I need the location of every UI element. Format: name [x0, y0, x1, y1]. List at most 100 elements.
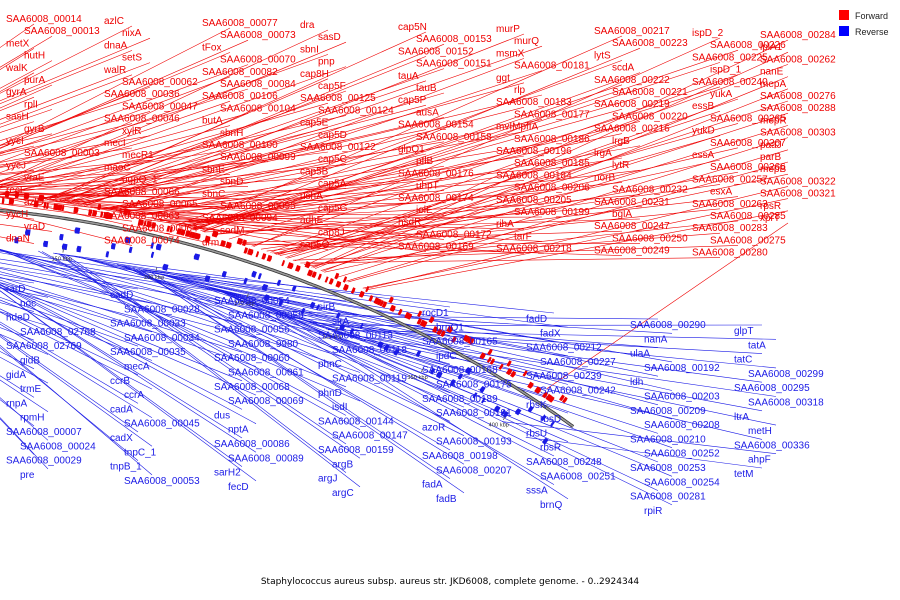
reverse-label-connector — [142, 269, 555, 314]
forward-label-connector — [184, 133, 623, 228]
forward-gene-arrow — [287, 262, 294, 270]
forward-gene-label: cap5F — [318, 81, 346, 92]
reverse-gene-label: isdI — [332, 402, 348, 413]
forward-gene-arrow — [1, 197, 5, 204]
reverse-label-connector — [0, 308, 139, 376]
forward-label-connector — [285, 98, 739, 258]
forward-gene-label: SAA6008_00218 — [496, 244, 572, 255]
reverse-gene-label: SAA6008_00147 — [332, 431, 408, 442]
reverse-gene-arrow — [393, 349, 400, 356]
forward-gene-arrow — [527, 381, 534, 389]
reverse-gene-label: metH — [748, 426, 772, 437]
forward-gene-label: SAA6008_00262 — [760, 54, 836, 65]
forward-gene-arrow — [342, 283, 349, 291]
forward-gene-label: SAA6008_00186 — [514, 134, 590, 145]
backbone-arc-inner — [0, 209, 574, 428]
reverse-gene-label: SAA6008_00299 — [748, 369, 824, 380]
reverse-gene-arrow — [128, 246, 133, 254]
forward-label-connector — [0, 39, 249, 149]
forward-label-connector — [311, 112, 789, 268]
reverse-gene-label: rbsU — [526, 428, 547, 439]
reverse-label-connector — [225, 292, 673, 448]
forward-gene-arrow — [57, 204, 63, 211]
reverse-gene-label: trmE — [20, 384, 41, 395]
forward-gene-arrow — [180, 229, 186, 236]
reverse-gene-label: tetM — [734, 469, 753, 480]
reverse-gene-label: SAA6008_00189 — [422, 394, 498, 405]
forward-gene-label: SAA6008_00094 — [202, 213, 278, 224]
forward-gene-arrow — [304, 261, 311, 269]
reverse-gene-label: SAA6008_00055 — [228, 310, 304, 321]
reverse-gene-label: SAA6008_00227 — [540, 357, 616, 368]
forward-label-connector — [0, 50, 133, 105]
forward-gene-label: paaJ — [760, 140, 782, 151]
forward-gene-label: SAA6008_00174 — [398, 193, 474, 204]
reverse-gene-label: SAA6008_00252 — [644, 449, 720, 460]
reverse-gene-label: SAA6008_00242 — [540, 386, 616, 397]
forward-gene-arrow — [169, 226, 173, 233]
reverse-gene-arrow — [335, 312, 341, 319]
reverse-label-connector — [53, 252, 465, 322]
forward-gene-arrow — [559, 394, 565, 402]
forward-gene-arrow — [191, 231, 196, 239]
reverse-gene-label: cadX — [110, 433, 133, 444]
forward-label-connector — [314, 76, 789, 269]
reverse-gene-arrow — [261, 283, 269, 292]
reverse-gene-label: sarH2 — [214, 468, 241, 479]
forward-gene-label: SAA6008_00280 — [692, 248, 768, 259]
genome-backbone — [0, 208, 575, 428]
forward-gene-label: lytS — [594, 50, 611, 61]
forward-gene-label: msmX — [496, 48, 525, 59]
forward-gene-label: SAA6008_00250 — [612, 233, 688, 244]
forward-gene-label: SAA6008_00285 — [710, 211, 786, 222]
reverse-gene-label: SAA6008_00069 — [228, 396, 304, 407]
reverse-gene-label: SAA6008_00089 — [228, 453, 304, 464]
reverse-gene-arrow — [156, 243, 162, 251]
forward-gene-arrow — [451, 336, 457, 343]
forward-label-connector — [0, 64, 249, 155]
reverse-label-connector — [0, 290, 257, 482]
forward-gene-label: murP — [496, 24, 520, 35]
forward-label-connector — [0, 25, 133, 94]
forward-label-connector — [546, 222, 789, 390]
forward-gene-label: rihA — [496, 219, 514, 230]
forward-label-connector — [300, 257, 721, 264]
forward-gene-arrow — [389, 304, 396, 312]
reverse-label-connector — [310, 322, 777, 369]
forward-gene-arrow — [73, 206, 79, 214]
forward-label-connector — [307, 220, 739, 267]
reverse-gene-arrow — [76, 245, 82, 253]
forward-gene-label: cap5O — [300, 240, 330, 251]
reverse-gene-arrow — [481, 397, 486, 404]
forward-gene-label: tauA — [398, 71, 419, 82]
forward-gene-label: SAA6008_00322 — [760, 176, 836, 187]
forward-gene-arrow — [381, 301, 388, 308]
reverse-gene-arrow — [257, 273, 262, 280]
forward-gene-label: metX — [6, 38, 30, 49]
forward-gene-label: mecR1 — [122, 150, 154, 161]
reverse-label-connector — [58, 253, 361, 488]
reverse-label-connector — [0, 274, 153, 304]
forward-gene-arrow — [220, 240, 226, 247]
reverse-gene-label: gidB — [20, 356, 40, 367]
reverse-label-connector — [0, 290, 243, 467]
forward-gene-label: SAA6008_00247 — [594, 221, 670, 232]
forward-gene-arrow — [404, 311, 410, 319]
reverse-label-connector — [0, 311, 153, 390]
reverse-gene-label: SAA6008_00318 — [748, 398, 824, 409]
reverse-label-connector — [0, 287, 153, 333]
reverse-gene-arrow — [527, 405, 534, 413]
forward-gene-label: SAA6008_00036 — [104, 89, 180, 100]
forward-label-connector — [121, 143, 543, 213]
reverse-gene-label: SAA6008_00034 — [124, 333, 200, 344]
reverse-gene-arrow — [316, 304, 320, 311]
forward-label-connector — [348, 161, 789, 283]
forward-gene-label: SAA6008_00099 — [220, 152, 296, 163]
reverse-gene-label: SAA6008_00193 — [436, 437, 512, 448]
forward-label-connector — [0, 62, 151, 120]
forward-label-connector — [186, 35, 623, 228]
reverse-gene-label: brnQ — [540, 500, 562, 511]
reverse-gene-label: rnpA — [6, 398, 27, 409]
reverse-gene-label: SAA6008_02769 — [6, 341, 82, 352]
